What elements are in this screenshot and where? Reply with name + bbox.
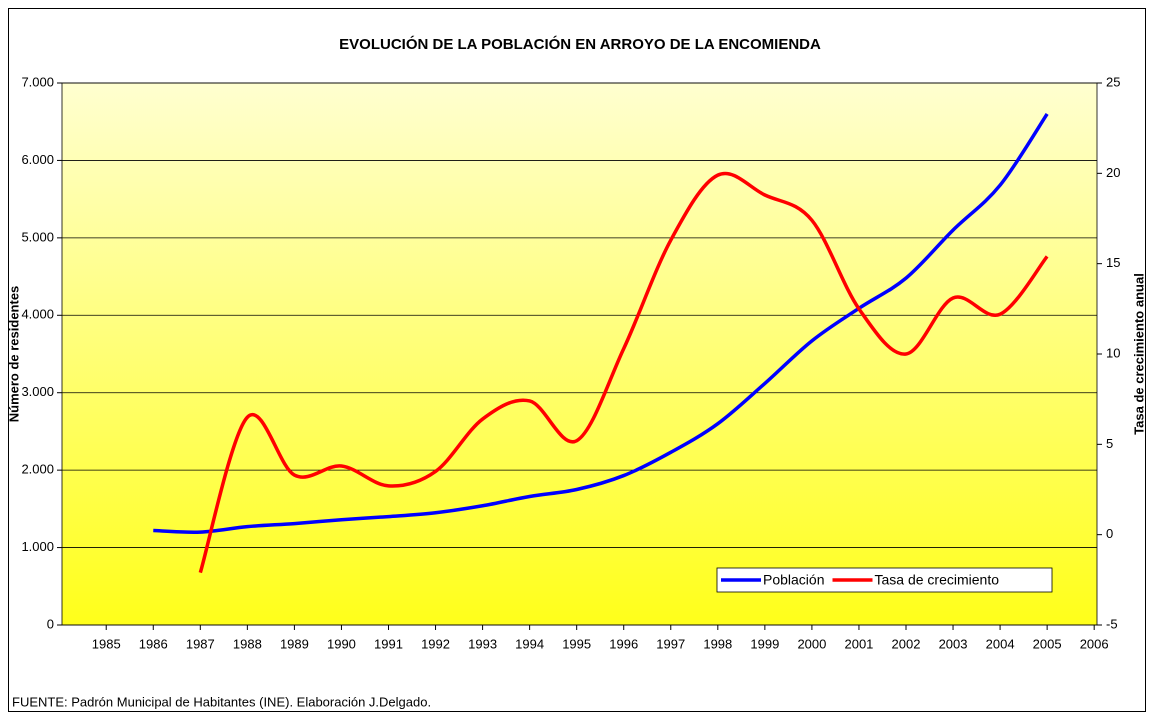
x-tick-label: 2002 <box>892 636 921 651</box>
y-tick-label: 4.000 <box>21 307 54 322</box>
legend-box <box>716 567 1053 593</box>
x-tick-label: 2006 <box>1080 636 1109 651</box>
plot-area <box>61 82 1098 626</box>
y2-tick-label: 0 <box>1106 526 1113 541</box>
x-tick-label: 1991 <box>374 636 403 651</box>
x-tick-label: 1986 <box>139 636 168 651</box>
chart-title: EVOLUCIÓN DE LA POBLACIÓN EN ARROYO DE L… <box>339 35 821 53</box>
legend-label: Tasa de crecimiento <box>875 572 1000 588</box>
x-tick-label: 1990 <box>327 636 356 651</box>
x-tick-label: 1997 <box>656 636 685 651</box>
series-line <box>153 113 1049 534</box>
x-tick-label: 1994 <box>515 636 544 651</box>
y2-tick-label: 20 <box>1106 165 1120 180</box>
y-tick-label: 5.000 <box>21 229 54 244</box>
x-tick-label: 1998 <box>703 636 732 651</box>
y2-tick-label: 5 <box>1106 436 1113 451</box>
x-tick-label: 1988 <box>233 636 262 651</box>
y2-tick-label: 25 <box>1106 74 1120 89</box>
x-tick-label: 1992 <box>421 636 450 651</box>
y-tick-label: 2.000 <box>21 462 54 477</box>
y-tick-label: 7.000 <box>21 74 54 89</box>
x-tick-label: 1989 <box>280 636 309 651</box>
y2-tick-label: 15 <box>1106 255 1120 270</box>
y2-tick-label: -5 <box>1106 616 1118 631</box>
x-tick-label: 1996 <box>609 636 638 651</box>
y-tick-label: 0 <box>47 616 54 631</box>
source-note: FUENTE: Padrón Municipal de Habitantes (… <box>12 694 431 709</box>
x-tick-label: 1995 <box>562 636 591 651</box>
x-tick-label: 2001 <box>844 636 873 651</box>
x-tick-label: 1999 <box>750 636 779 651</box>
y-axis-label: Número de residentes <box>6 286 21 423</box>
legend-label: Población <box>763 572 825 588</box>
y-tick-label: 6.000 <box>21 152 54 167</box>
y2-axis-label: Tasa de crecimiento anual <box>1131 273 1146 435</box>
x-tick-label: 2003 <box>939 636 968 651</box>
x-tick-label: 2005 <box>1033 636 1062 651</box>
y-tick-label: 1.000 <box>21 539 54 554</box>
x-tick-label: 1993 <box>468 636 497 651</box>
x-tick-label: 2000 <box>797 636 826 651</box>
series-line <box>198 171 1049 574</box>
x-tick-label: 1985 <box>92 636 121 651</box>
y-tick-label: 3.000 <box>21 384 54 399</box>
x-tick-label: 2004 <box>986 636 1015 651</box>
y2-tick-label: 10 <box>1106 345 1120 360</box>
legend: Población Tasa de crecimiento <box>716 567 1053 593</box>
x-tick-label: 1987 <box>186 636 215 651</box>
